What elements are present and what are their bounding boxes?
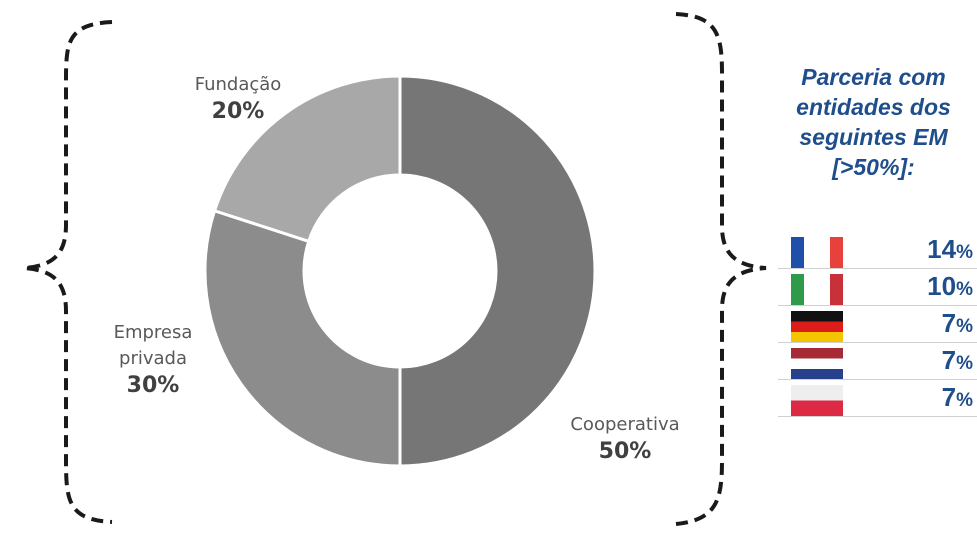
panel-title-line: [>50%]: [832, 154, 915, 180]
poland-flag-icon [791, 385, 843, 416]
right-brace [675, 12, 767, 526]
slice-value-label: 20% [212, 99, 265, 124]
country-row-poland: 7% [778, 380, 977, 417]
slice-category-label: Cooperativa [570, 414, 679, 435]
slice-value-label: 30% [127, 373, 180, 398]
france-flag-icon [791, 237, 843, 268]
donut-slice-cooperativa [398, 74, 597, 468]
country-value: 7% [941, 382, 973, 412]
country-value: 7% [941, 308, 973, 338]
country-row-netherlands: 7% [778, 343, 977, 380]
germany-flag-icon [791, 311, 843, 342]
slice-category-label: Fundação [195, 74, 282, 95]
partner-countries-panel: Parceria com entidades dos seguintes EM … [770, 62, 977, 182]
panel-title-line: seguintes EM [799, 124, 948, 150]
panel-title-line: Parceria com [801, 64, 946, 90]
panel-title: Parceria com entidades dos seguintes EM … [770, 62, 977, 182]
slice-value-label: 50% [599, 439, 652, 464]
donut-slices [203, 74, 597, 468]
left-brace [23, 20, 113, 524]
donut-slice-funda-o [212, 74, 402, 244]
slice-category-label: Empresa [114, 322, 193, 343]
italy-flag-icon [791, 274, 843, 305]
donut-slice-empresa-privada [203, 208, 402, 468]
country-row-france: 14% [778, 232, 977, 269]
slice-category-label: privada [119, 348, 187, 369]
country-value: 14% [927, 234, 973, 264]
donut-labels: Cooperativa 50% Empresa privada 30% Fundação 2… [114, 74, 680, 464]
country-row-germany: 7% [778, 306, 977, 343]
panel-title-line: entidades dos [796, 94, 951, 120]
netherlands-flag-icon [791, 348, 843, 379]
country-row-italy: 10% [778, 269, 977, 306]
country-value: 10% [927, 271, 973, 301]
country-value: 7% [941, 345, 973, 375]
